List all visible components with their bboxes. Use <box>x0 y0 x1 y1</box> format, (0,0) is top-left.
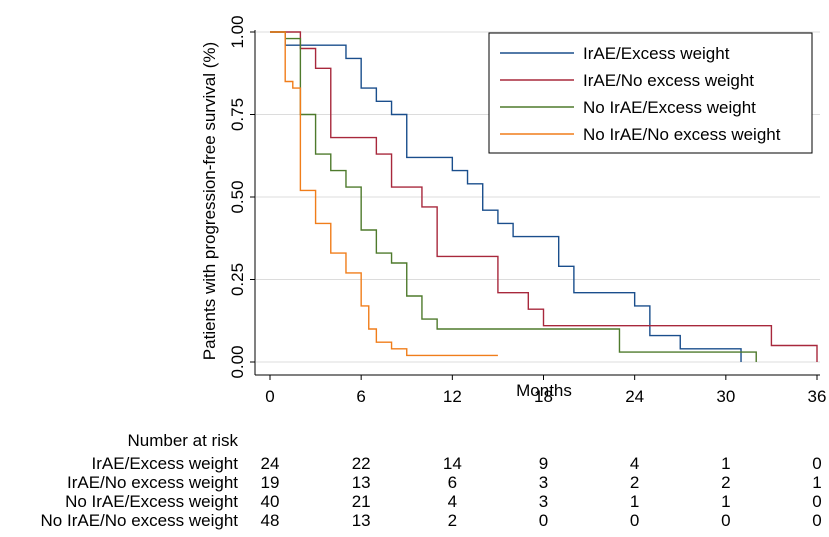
risk-value: 13 <box>352 511 371 530</box>
risk-row-label: IrAE/Excess weight <box>92 454 239 473</box>
survival-curve <box>270 31 498 357</box>
risk-value: 4 <box>630 454 639 473</box>
risk-value: 40 <box>261 492 280 511</box>
risk-value: 0 <box>721 511 730 530</box>
y-tick-label: 1.00 <box>228 15 247 48</box>
x-axis-label: Months <box>516 381 572 400</box>
legend-label: No IrAE/No excess weight <box>583 125 781 144</box>
risk-value: 21 <box>352 492 371 511</box>
y-tick-label: 0.75 <box>228 98 247 131</box>
y-axis-label: Patients with progression-free survival … <box>200 42 219 360</box>
risk-row-label: No IrAE/Excess weight <box>65 492 238 511</box>
risk-value: 13 <box>352 473 371 492</box>
y-tick-label: 0.00 <box>228 345 247 378</box>
risk-value: 48 <box>261 511 280 530</box>
risk-value: 2 <box>448 511 457 530</box>
risk-value: 4 <box>448 492 457 511</box>
risk-value: 0 <box>812 492 821 511</box>
risk-value: 24 <box>261 454 280 473</box>
risk-value: 1 <box>630 492 639 511</box>
survival-curve <box>270 31 742 362</box>
legend-label: IrAE/Excess weight <box>583 44 730 63</box>
risk-value: 9 <box>539 454 548 473</box>
risk-value: 0 <box>630 511 639 530</box>
risk-row-label: IrAE/No excess weight <box>67 473 238 492</box>
risk-value: 14 <box>443 454 462 473</box>
survival-curve <box>270 31 757 362</box>
risk-value: 3 <box>539 492 548 511</box>
y-tick-label: 0.50 <box>228 180 247 213</box>
legend: IrAE/Excess weight IrAE/No excess weight N… <box>488 32 813 154</box>
risk-value: 3 <box>539 473 548 492</box>
y-tick-label: 0.25 <box>228 263 247 296</box>
x-tick-label: 36 <box>808 387 827 406</box>
risk-value: 0 <box>812 511 821 530</box>
risk-table: Number at risk IrAE/Excess weight 24 22 14 9… <box>41 431 822 530</box>
risk-row-label: No IrAE/No excess weight <box>41 511 239 530</box>
x-tick-label: 24 <box>625 387 644 406</box>
survival-curve <box>270 31 818 362</box>
risk-value: 1 <box>721 492 730 511</box>
x-tick-label: 0 <box>265 387 274 406</box>
legend-label: IrAE/No excess weight <box>583 71 754 90</box>
risk-value: 6 <box>448 473 457 492</box>
legend-label: No IrAE/Excess weight <box>583 98 756 117</box>
risk-value: 1 <box>721 454 730 473</box>
risk-value: 19 <box>261 473 280 492</box>
x-tick-label: 18 <box>534 387 553 406</box>
risk-value: 2 <box>721 473 730 492</box>
risk-value: 0 <box>539 511 548 530</box>
x-tick-label: 30 <box>716 387 735 406</box>
y-ticks: 0.00 0.25 0.50 0.75 1.00 <box>228 15 255 379</box>
x-tick-label: 6 <box>356 387 365 406</box>
x-ticks: 0 6 12 18 24 30 36 <box>265 375 826 406</box>
risk-table-title: Number at risk <box>127 431 238 450</box>
risk-value: 0 <box>812 454 821 473</box>
x-tick-label: 12 <box>443 387 462 406</box>
survival-curves <box>270 31 818 362</box>
risk-value: 1 <box>812 473 821 492</box>
risk-value: 22 <box>352 454 371 473</box>
risk-value: 2 <box>630 473 639 492</box>
